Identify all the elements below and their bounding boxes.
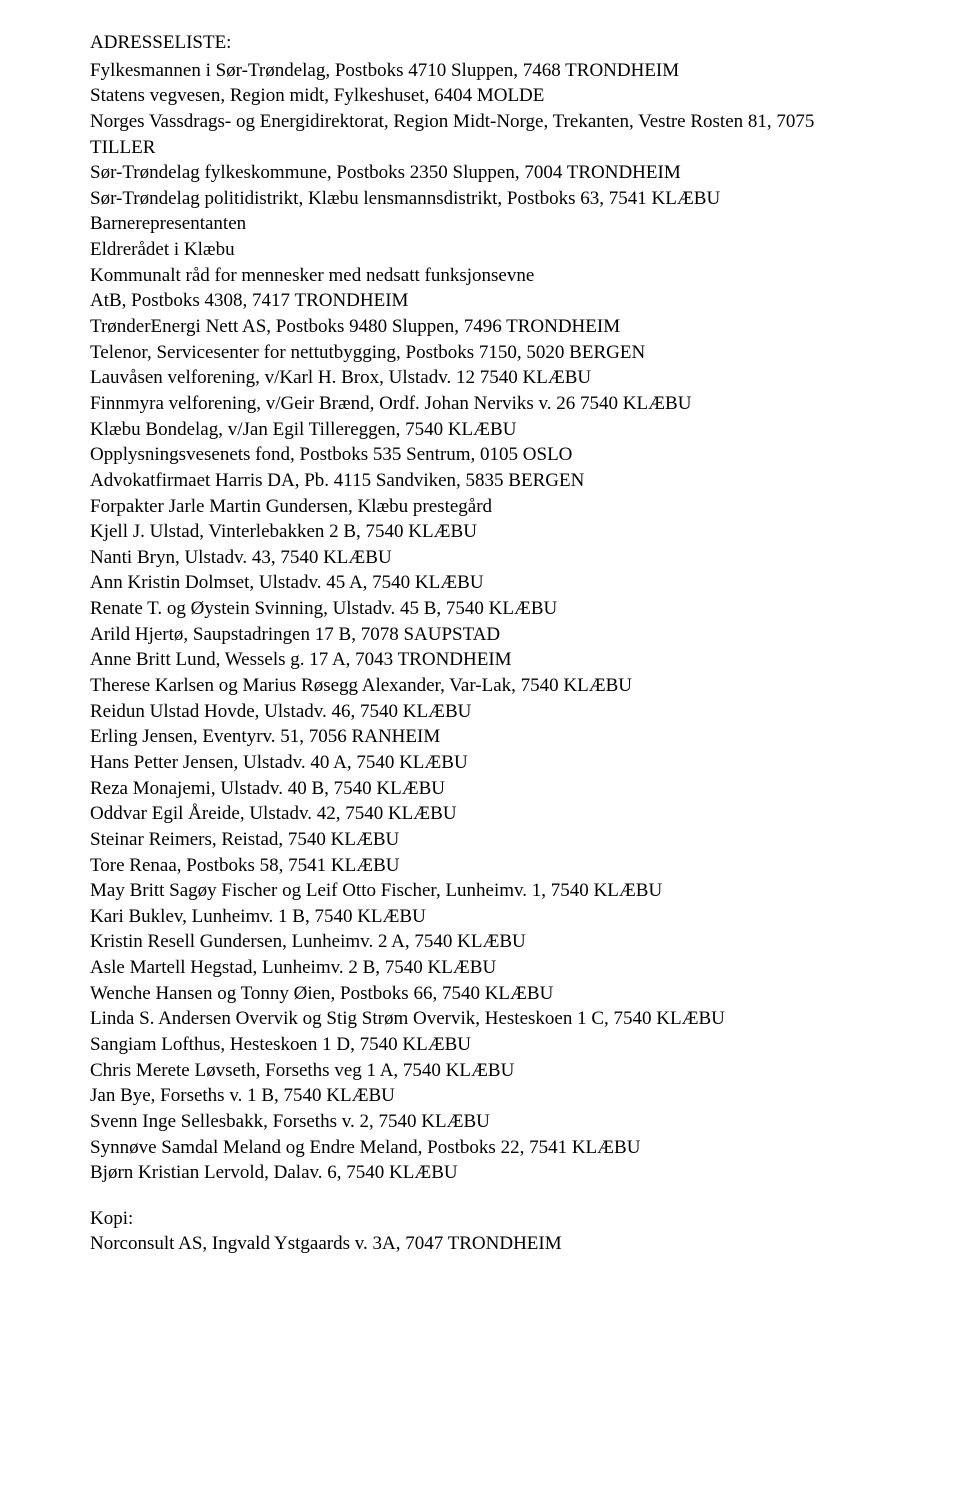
- address-line: Ann Kristin Dolmset, Ulstadv. 45 A, 7540…: [90, 570, 870, 596]
- address-line: Arild Hjertø, Saupstadringen 17 B, 7078 …: [90, 622, 870, 648]
- address-line: Klæbu Bondelag, v/Jan Egil Tillereggen, …: [90, 417, 870, 443]
- address-line: Eldrerådet i Klæbu: [90, 237, 870, 263]
- address-line: Kristin Resell Gundersen, Lunheimv. 2 A,…: [90, 929, 870, 955]
- address-line: Synnøve Samdal Meland og Endre Meland, P…: [90, 1135, 870, 1161]
- address-line: Sør-Trøndelag fylkeskommune, Postboks 23…: [90, 160, 870, 186]
- address-line: Statens vegvesen, Region midt, Fylkeshus…: [90, 83, 870, 109]
- address-line: Forpakter Jarle Martin Gundersen, Klæbu …: [90, 494, 870, 520]
- address-line: Opplysningsvesenets fond, Postboks 535 S…: [90, 442, 870, 468]
- address-line: Svenn Inge Sellesbakk, Forseths v. 2, 75…: [90, 1109, 870, 1135]
- address-line: Chris Merete Løvseth, Forseths veg 1 A, …: [90, 1058, 870, 1084]
- address-line: Tore Renaa, Postboks 58, 7541 KLÆBU: [90, 853, 870, 879]
- copy-line: Norconsult AS, Ingvald Ystgaards v. 3A, …: [90, 1231, 870, 1257]
- address-line: Reza Monajemi, Ulstadv. 40 B, 7540 KLÆBU: [90, 776, 870, 802]
- address-line: Bjørn Kristian Lervold, Dalav. 6, 7540 K…: [90, 1160, 870, 1186]
- address-line: Anne Britt Lund, Wessels g. 17 A, 7043 T…: [90, 647, 870, 673]
- address-line: Renate T. og Øystein Svinning, Ulstadv. …: [90, 596, 870, 622]
- address-line: Erling Jensen, Eventyrv. 51, 7056 RANHEI…: [90, 724, 870, 750]
- address-line: Nanti Bryn, Ulstadv. 43, 7540 KLÆBU: [90, 545, 870, 571]
- address-line: Oddvar Egil Åreide, Ulstadv. 42, 7540 KL…: [90, 801, 870, 827]
- address-line: Asle Martell Hegstad, Lunheimv. 2 B, 754…: [90, 955, 870, 981]
- address-line: Jan Bye, Forseths v. 1 B, 7540 KLÆBU: [90, 1083, 870, 1109]
- address-line: Steinar Reimers, Reistad, 7540 KLÆBU: [90, 827, 870, 853]
- address-line: Wenche Hansen og Tonny Øien, Postboks 66…: [90, 981, 870, 1007]
- address-line: Finnmyra velforening, v/Geir Brænd, Ordf…: [90, 391, 870, 417]
- address-line: Linda S. Andersen Overvik og Stig Strøm …: [90, 1006, 870, 1032]
- address-line: Kommunalt råd for mennesker med nedsatt …: [90, 263, 870, 289]
- address-line: Advokatfirmaet Harris DA, Pb. 4115 Sandv…: [90, 468, 870, 494]
- address-line: AtB, Postboks 4308, 7417 TRONDHEIM: [90, 288, 870, 314]
- address-list-heading: ADRESSELISTE:: [90, 30, 870, 56]
- copy-heading: Kopi:: [90, 1206, 870, 1232]
- address-line: Norges Vassdrags- og Energidirektorat, R…: [90, 109, 870, 160]
- copy-list: Norconsult AS, Ingvald Ystgaards v. 3A, …: [90, 1231, 870, 1257]
- address-line: Sør-Trøndelag politidistrikt, Klæbu lens…: [90, 186, 870, 212]
- address-line: Barnerepresentanten: [90, 211, 870, 237]
- address-line: Kari Buklev, Lunheimv. 1 B, 7540 KLÆBU: [90, 904, 870, 930]
- address-line: Kjell J. Ulstad, Vinterlebakken 2 B, 754…: [90, 519, 870, 545]
- address-line: Hans Petter Jensen, Ulstadv. 40 A, 7540 …: [90, 750, 870, 776]
- address-line: May Britt Sagøy Fischer og Leif Otto Fis…: [90, 878, 870, 904]
- address-line: Lauvåsen velforening, v/Karl H. Brox, Ul…: [90, 365, 870, 391]
- address-line: TrønderEnergi Nett AS, Postboks 9480 Slu…: [90, 314, 870, 340]
- address-line: Reidun Ulstad Hovde, Ulstadv. 46, 7540 K…: [90, 699, 870, 725]
- address-line: Therese Karlsen og Marius Røsegg Alexand…: [90, 673, 870, 699]
- section-gap: [90, 1186, 870, 1206]
- address-line: Sangiam Lofthus, Hesteskoen 1 D, 7540 KL…: [90, 1032, 870, 1058]
- address-line: Telenor, Servicesenter for nettutbygging…: [90, 340, 870, 366]
- address-line: Fylkesmannen i Sør-Trøndelag, Postboks 4…: [90, 58, 870, 84]
- address-list: Fylkesmannen i Sør-Trøndelag, Postboks 4…: [90, 58, 870, 1186]
